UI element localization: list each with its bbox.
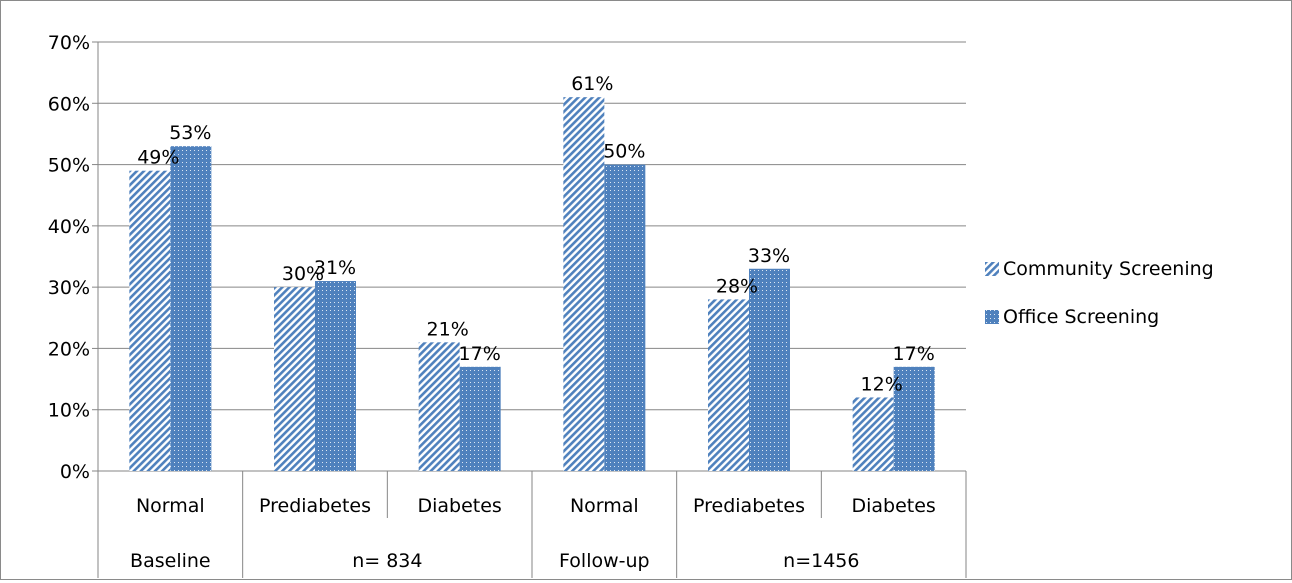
data-label: 50% (603, 141, 645, 163)
data-label: 12% (861, 373, 903, 395)
data-label: 17% (893, 343, 935, 365)
bar-community (708, 299, 749, 471)
bar-community (129, 170, 171, 471)
data-label: 49% (137, 147, 179, 169)
bar-community (563, 97, 605, 472)
category-label: Prediabetes (259, 495, 371, 517)
category-label: Prediabetes (693, 495, 805, 517)
category-label: Normal (570, 495, 639, 517)
y-tick-label: 20% (48, 338, 90, 360)
y-tick-label: 40% (48, 216, 90, 238)
data-label: 31% (314, 257, 356, 279)
category-axis: Normal Prediabetes Diabetes Normal Prediabet… (130, 471, 967, 578)
data-label: 17% (459, 343, 501, 365)
bar-office (604, 164, 646, 472)
category-label: Normal (136, 495, 205, 517)
bar-office (459, 366, 501, 471)
bar-community (852, 397, 894, 471)
legend-label: Office Screening (1003, 306, 1159, 328)
category-label: Diabetes (417, 495, 501, 517)
bars (129, 97, 935, 472)
data-label: 30% (282, 263, 324, 285)
group-label: n= 834 (352, 550, 422, 572)
data-label: 53% (169, 122, 211, 144)
legend: Community Screening Office Screening (985, 258, 1214, 328)
group-label: n=1456 (783, 550, 859, 572)
bar-community (418, 342, 460, 471)
y-tick-label: 70% (48, 32, 90, 54)
y-tick-label: 10% (48, 400, 90, 422)
group-label: Follow-up (559, 550, 650, 572)
bar-office (893, 366, 935, 471)
data-label: 28% (716, 275, 758, 297)
axes: 0% 10% 20% 30% 40% 50% 60% 70% (48, 32, 99, 578)
y-tick-label: 30% (48, 277, 90, 299)
data-label: 21% (427, 318, 469, 340)
data-label: 33% (748, 245, 790, 267)
group-label: Baseline (130, 550, 211, 572)
legend-swatch-community (985, 262, 999, 276)
legend-swatch-office (985, 310, 999, 324)
legend-label: Community Screening (1003, 258, 1214, 280)
data-labels: 49% 30% 21% 61% 28% 12% 53% 31% 17% 50% 33% 17% (137, 73, 935, 395)
bar-community (274, 287, 315, 471)
gridlines (98, 41, 966, 472)
y-tick-label: 50% (48, 155, 90, 177)
bar-office (315, 281, 356, 471)
category-label: Diabetes (851, 495, 935, 517)
bar-office (170, 146, 212, 471)
y-tick-label: 0% (60, 461, 90, 483)
bar-office (749, 268, 790, 471)
y-tick-label: 60% (48, 93, 90, 115)
data-label: 61% (571, 73, 613, 95)
